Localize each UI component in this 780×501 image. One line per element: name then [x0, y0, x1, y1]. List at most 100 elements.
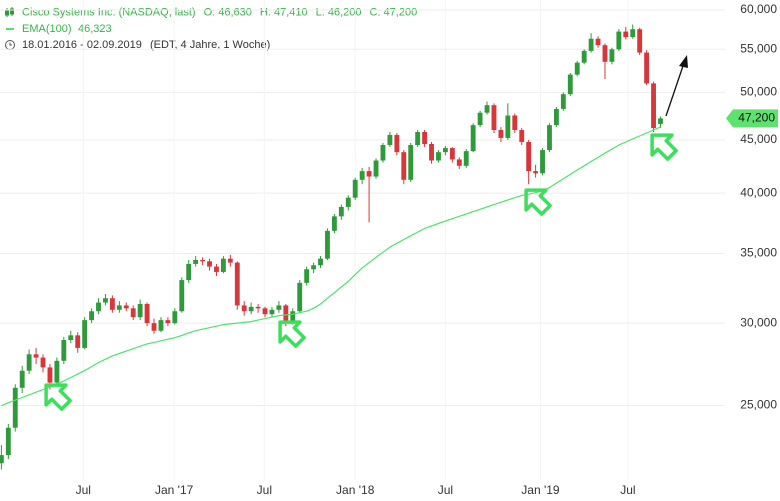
candle-body — [96, 302, 101, 312]
candle-body — [526, 141, 532, 172]
x-tick-label: Jul — [257, 483, 272, 497]
header-value: H: 47,410 — [260, 6, 308, 18]
annotations — [44, 133, 678, 411]
candle-body — [359, 171, 365, 180]
candle-body — [498, 130, 504, 138]
candle-body — [651, 83, 656, 129]
header-value: L: 46,200 — [316, 6, 362, 18]
green-arrow — [278, 320, 306, 348]
candle-body — [165, 320, 171, 324]
ema-line — [1, 126, 661, 407]
candle-body — [325, 230, 330, 259]
x-tick-label: Jul — [620, 483, 635, 497]
candle-body — [477, 112, 483, 126]
candle-body — [463, 151, 469, 166]
candle-body — [318, 258, 323, 266]
green-arrow — [524, 188, 552, 216]
header: Cisco Systems Inc. (NASDAQ, last) EMA(10… — [5, 6, 418, 51]
x-tick-label: Jul — [76, 483, 91, 497]
candle-body — [179, 280, 185, 312]
candle-body — [75, 335, 81, 348]
candle-body — [0, 455, 4, 464]
candle-body — [193, 259, 199, 264]
y-tick-label: 55,000 — [740, 41, 777, 55]
candle-body — [19, 370, 25, 388]
candle-body — [540, 150, 545, 174]
candle-body — [401, 152, 407, 180]
candle-body — [130, 308, 136, 318]
header-value: O: 46,630 — [204, 6, 252, 18]
candle-body — [560, 94, 566, 109]
y-tick-label: 50,000 — [740, 85, 777, 99]
y-tick-label: 60,000 — [740, 2, 777, 16]
candle-body — [436, 152, 441, 161]
candle-body — [352, 179, 358, 198]
candle-body — [484, 105, 490, 113]
x-tick-label: Jan '18 — [336, 483, 375, 497]
candle-body — [338, 206, 344, 217]
candle-body — [588, 38, 594, 51]
candle-body — [394, 134, 400, 153]
candle-body — [103, 298, 108, 303]
header-value: C: 47,200 — [370, 6, 418, 18]
candle-body — [387, 134, 393, 146]
y-tick-label: 45,000 — [740, 132, 777, 146]
green-arrow — [650, 133, 678, 161]
candle-body — [373, 160, 379, 177]
candle-body — [123, 305, 129, 309]
period-note: (EDT, 4 Jahre, 1 Woche) — [150, 39, 270, 51]
candle-body — [207, 261, 212, 267]
candle-body — [5, 427, 11, 456]
candle-body — [248, 306, 254, 312]
candle-body — [658, 118, 663, 124]
period: 18.01.2016 - 02.09.2019 — [22, 39, 142, 51]
candle-body — [137, 303, 143, 318]
candle-body — [331, 216, 337, 231]
candle-body — [567, 74, 573, 95]
candle-body — [574, 62, 580, 75]
green-arrow — [44, 383, 72, 411]
candle-body — [200, 259, 206, 262]
candle-body — [512, 115, 518, 131]
candle-body — [366, 171, 372, 177]
candle-body — [255, 306, 261, 309]
candle-body — [234, 262, 240, 306]
candle-body — [581, 50, 587, 63]
candle-body — [449, 148, 455, 160]
y-tick-label: 25,000 — [740, 398, 777, 412]
candle-body — [623, 31, 629, 38]
candle-body — [470, 125, 476, 152]
candle-body — [290, 311, 296, 322]
candle-body — [214, 266, 219, 272]
candle-body — [12, 387, 18, 428]
trend-arrow — [665, 55, 688, 117]
candle-body — [241, 305, 247, 312]
candle-body — [553, 108, 559, 126]
x-tick-label: Jan '17 — [155, 483, 194, 497]
x-tick-label: Jan '19 — [521, 483, 560, 497]
candle-body — [345, 197, 351, 207]
candle-body — [297, 282, 303, 312]
candle-body — [61, 340, 67, 361]
candle-body — [158, 320, 164, 331]
price-tag — [726, 109, 778, 128]
candle-body — [491, 105, 497, 131]
candle-body — [630, 29, 636, 38]
candle-body — [609, 49, 615, 62]
candle-body — [262, 308, 268, 315]
candle-body — [40, 357, 46, 368]
candle-body — [47, 367, 53, 383]
candle-body — [26, 354, 32, 371]
candle-body — [547, 125, 552, 151]
y-tick-label: 35,000 — [740, 246, 777, 260]
candle-body — [116, 305, 122, 310]
candle-body — [227, 258, 233, 263]
candle-body — [637, 29, 643, 53]
candle-body — [505, 115, 511, 138]
clock-hands — [9, 42, 12, 46]
candle-body — [380, 145, 386, 161]
candle-body — [595, 38, 601, 46]
candle-body — [144, 303, 150, 324]
y-tick-label: 40,000 — [740, 185, 777, 199]
